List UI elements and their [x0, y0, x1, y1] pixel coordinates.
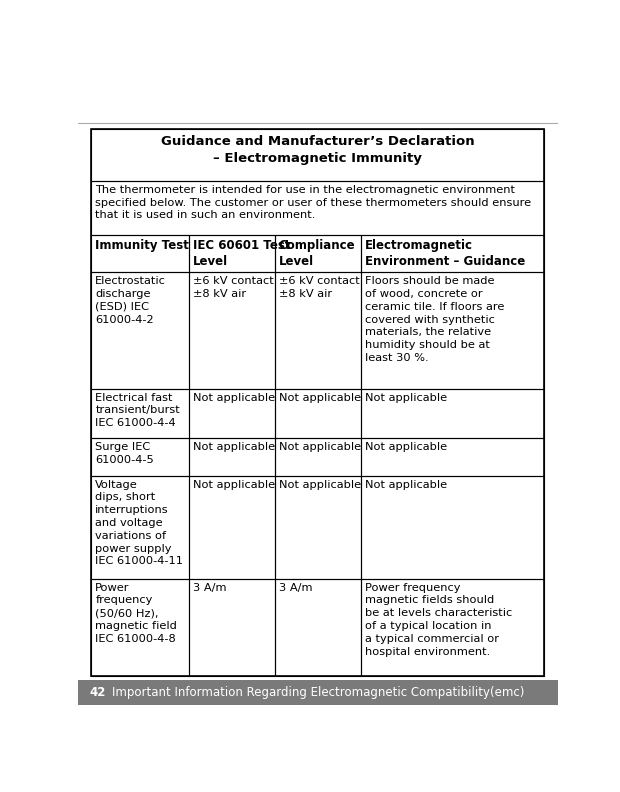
Text: Electrical fast
transient/burst
IEC 61000-4-4: Electrical fast transient/burst IEC 6100…: [95, 393, 180, 428]
Bar: [275, 579, 361, 676]
Bar: [188, 234, 275, 272]
Bar: [92, 438, 188, 476]
Bar: [188, 389, 275, 438]
Text: Not applicable: Not applicable: [193, 480, 275, 489]
Text: Immunity Test: Immunity Test: [95, 238, 189, 252]
Text: Not applicable: Not applicable: [278, 480, 361, 489]
Bar: [92, 129, 544, 676]
Text: Not applicable: Not applicable: [365, 480, 447, 489]
Text: Not applicable: Not applicable: [365, 393, 447, 402]
Text: Electromagnetic
Environment – Guidance: Electromagnetic Environment – Guidance: [365, 238, 525, 268]
Text: Guidance and Manufacturer’s Declaration
– Electromagnetic Immunity: Guidance and Manufacturer’s Declaration …: [161, 135, 474, 165]
Text: Not applicable: Not applicable: [278, 442, 361, 452]
Bar: [361, 579, 544, 676]
Bar: [188, 579, 275, 676]
Bar: [275, 389, 361, 438]
Bar: [361, 389, 544, 438]
Text: Not applicable: Not applicable: [278, 393, 361, 402]
Bar: [361, 438, 544, 476]
Text: Not applicable: Not applicable: [365, 442, 447, 452]
Text: Compliance
Level: Compliance Level: [278, 238, 355, 268]
Text: ±6 kV contact
±8 kV air: ±6 kV contact ±8 kV air: [193, 276, 273, 299]
Bar: [92, 476, 188, 579]
Bar: [188, 476, 275, 579]
Text: 3 A/m: 3 A/m: [278, 583, 312, 592]
Bar: [275, 476, 361, 579]
Bar: [361, 476, 544, 579]
Text: Important Information Regarding Electromagnetic Compatibility(emc): Important Information Regarding Electrom…: [112, 686, 524, 699]
Bar: [361, 234, 544, 272]
Bar: [188, 272, 275, 389]
Text: ±6 kV contact
±8 kV air: ±6 kV contact ±8 kV air: [278, 276, 360, 299]
Bar: [78, 680, 558, 705]
Text: 3 A/m: 3 A/m: [193, 583, 226, 592]
Bar: [92, 579, 188, 676]
Text: Power frequency
magnetic fields should
be at levels characteristic
of a typical : Power frequency magnetic fields should b…: [365, 583, 512, 657]
Bar: [92, 234, 188, 272]
Text: Not applicable: Not applicable: [193, 442, 275, 452]
Bar: [275, 234, 361, 272]
Bar: [275, 438, 361, 476]
Bar: [92, 389, 188, 438]
Bar: [92, 272, 188, 389]
Bar: [275, 272, 361, 389]
Text: Not applicable: Not applicable: [193, 393, 275, 402]
Text: Floors should be made
of wood, concrete or
ceramic tile. If floors are
covered w: Floors should be made of wood, concrete …: [365, 276, 504, 363]
Text: Electrostatic
discharge
(ESD) IEC
61000-4-2: Electrostatic discharge (ESD) IEC 61000-…: [95, 276, 166, 325]
Bar: [188, 438, 275, 476]
Text: IEC 60601 Test
Level: IEC 60601 Test Level: [193, 238, 290, 268]
Bar: [92, 181, 544, 234]
Text: Power
frequency
(50/60 Hz),
magnetic field
IEC 61000-4-8: Power frequency (50/60 Hz), magnetic fie…: [95, 583, 177, 644]
Text: 42: 42: [89, 686, 105, 699]
Text: The thermometer is intended for use in the electromagnetic environment
specified: The thermometer is intended for use in t…: [95, 185, 531, 220]
Text: Surge IEC
61000-4-5: Surge IEC 61000-4-5: [95, 442, 154, 465]
Bar: [92, 129, 544, 181]
Bar: [361, 272, 544, 389]
Text: Voltage
dips, short
interruptions
and voltage
variations of
power supply
IEC 610: Voltage dips, short interruptions and vo…: [95, 480, 184, 566]
